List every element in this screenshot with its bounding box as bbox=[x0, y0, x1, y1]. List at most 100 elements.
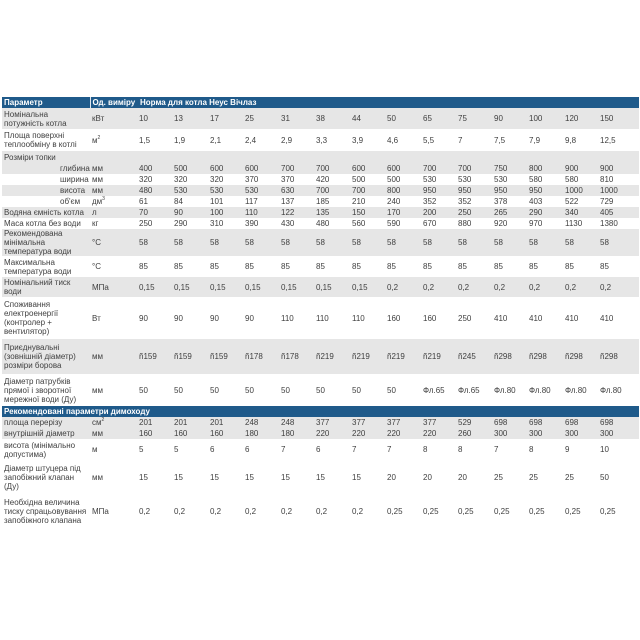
value-cell: 880 bbox=[457, 218, 493, 229]
value-cell bbox=[351, 151, 386, 163]
value-cell: 220 bbox=[351, 428, 386, 439]
value-cell: 260 bbox=[457, 428, 493, 439]
value-cell: 160 bbox=[386, 297, 422, 339]
row-unit: л bbox=[90, 207, 138, 218]
value-cell: 9,8 bbox=[564, 129, 599, 151]
spec-table: Параметр Од. виміру Норма для котла Неус… bbox=[2, 97, 640, 529]
value-cell: 15 bbox=[280, 460, 315, 494]
value-cell: 0,15 bbox=[173, 277, 209, 297]
value-cell: 377 bbox=[422, 417, 457, 428]
value-cell: 580 bbox=[528, 174, 564, 185]
value-cell: 50 bbox=[138, 374, 173, 406]
row-unit: МПа bbox=[90, 494, 138, 529]
value-cell bbox=[422, 151, 457, 163]
value-cell: 58 bbox=[457, 229, 493, 256]
value-cell: 50 bbox=[351, 374, 386, 406]
value-cell: 180 bbox=[244, 428, 280, 439]
value-cell: 530 bbox=[422, 174, 457, 185]
value-cell: 600 bbox=[351, 163, 386, 174]
value-cell: 590 bbox=[386, 218, 422, 229]
value-cell: 5 bbox=[138, 439, 173, 460]
value-cell: 400 bbox=[138, 163, 173, 174]
value-cell: 58 bbox=[528, 229, 564, 256]
table-row: Максимальна температура води °C 85 85 85 85 85… bbox=[2, 256, 640, 277]
value-cell: 3,9 bbox=[351, 129, 386, 151]
value-cell: 75 bbox=[457, 108, 493, 129]
value-cell: 600 bbox=[386, 163, 422, 174]
value-cell: 698 bbox=[599, 417, 640, 428]
value-cell: Фл.65 bbox=[457, 374, 493, 406]
value-cell: 58 bbox=[209, 229, 244, 256]
value-cell: 185 bbox=[315, 196, 351, 207]
value-cell: 240 bbox=[386, 196, 422, 207]
value-cell: 100 bbox=[209, 207, 244, 218]
value-cell: 2,9 bbox=[280, 129, 315, 151]
value-cell: ñ298 bbox=[493, 339, 528, 374]
value-cell: 0,2 bbox=[457, 277, 493, 297]
row-label: Номінальний тиск води bbox=[2, 277, 90, 297]
row-unit: м bbox=[90, 439, 138, 460]
value-cell: 500 bbox=[351, 174, 386, 185]
table-row: Діаметр патрубків прямої і зворотної мер… bbox=[2, 374, 640, 406]
row-label: Максимальна температура води bbox=[2, 256, 90, 277]
value-cell: 15 bbox=[138, 460, 173, 494]
value-cell: 25 bbox=[493, 460, 528, 494]
value-cell: 90 bbox=[173, 207, 209, 218]
table-row: Рекомендована мінімальна температура вод… bbox=[2, 229, 640, 256]
value-cell: 700 bbox=[457, 163, 493, 174]
row-label: Приєднувальні (зовнішній діаметр) розмір… bbox=[2, 339, 90, 374]
value-cell: 800 bbox=[528, 163, 564, 174]
value-cell: 200 bbox=[422, 207, 457, 218]
value-cell: 15 bbox=[209, 460, 244, 494]
value-cell: 65 bbox=[422, 108, 457, 129]
value-cell: 85 bbox=[280, 256, 315, 277]
value-cell: 4,6 bbox=[386, 129, 422, 151]
table-row: Приєднувальні (зовнішній діаметр) розмір… bbox=[2, 339, 640, 374]
value-cell: 0,2 bbox=[493, 277, 528, 297]
value-cell: 5 bbox=[173, 439, 209, 460]
row-unit bbox=[90, 151, 138, 163]
value-cell: 5,5 bbox=[422, 129, 457, 151]
value-cell: 160 bbox=[209, 428, 244, 439]
value-cell: 210 bbox=[351, 196, 386, 207]
value-cell bbox=[280, 151, 315, 163]
value-cell: 6 bbox=[209, 439, 244, 460]
row-label: Діаметр патрубків прямої і зворотної мер… bbox=[2, 374, 90, 406]
value-cell: 58 bbox=[315, 229, 351, 256]
value-cell bbox=[173, 151, 209, 163]
value-cell bbox=[138, 151, 173, 163]
row-unit: дм3 bbox=[90, 196, 138, 207]
value-cell: 0,15 bbox=[351, 277, 386, 297]
value-cell: 180 bbox=[280, 428, 315, 439]
value-cell: 700 bbox=[315, 185, 351, 196]
value-cell: 0,25 bbox=[564, 494, 599, 529]
value-cell: 670 bbox=[422, 218, 457, 229]
value-cell: 265 bbox=[493, 207, 528, 218]
table-row: об'єм дм3 61 84 101 117 137 185 210 240 352 352 378 4… bbox=[2, 196, 640, 207]
value-cell: 410 bbox=[528, 297, 564, 339]
value-cell: ñ219 bbox=[351, 339, 386, 374]
value-cell: 698 bbox=[528, 417, 564, 428]
value-cell: 90 bbox=[244, 297, 280, 339]
value-cell: 7 bbox=[280, 439, 315, 460]
value-cell: 70 bbox=[138, 207, 173, 218]
value-cell: 7 bbox=[457, 129, 493, 151]
value-cell: 12,5 bbox=[599, 129, 640, 151]
value-cell: 25 bbox=[528, 460, 564, 494]
value-cell: 9 bbox=[564, 439, 599, 460]
value-cell: 1130 bbox=[564, 218, 599, 229]
value-cell: 290 bbox=[173, 218, 209, 229]
value-cell: 15 bbox=[351, 460, 386, 494]
value-cell: 58 bbox=[138, 229, 173, 256]
table-header-row: Параметр Од. виміру Норма для котла Неус… bbox=[2, 97, 640, 108]
unit-text: мм bbox=[92, 472, 103, 482]
value-cell: 201 bbox=[173, 417, 209, 428]
value-cell: 290 bbox=[528, 207, 564, 218]
value-cell: 85 bbox=[244, 256, 280, 277]
value-cell: 58 bbox=[173, 229, 209, 256]
value-cell: ñ159 bbox=[138, 339, 173, 374]
row-unit: мм bbox=[90, 185, 138, 196]
value-cell: 90 bbox=[209, 297, 244, 339]
value-cell: 20 bbox=[457, 460, 493, 494]
section-title: Рекомендовані параметри димоходу bbox=[2, 406, 640, 417]
